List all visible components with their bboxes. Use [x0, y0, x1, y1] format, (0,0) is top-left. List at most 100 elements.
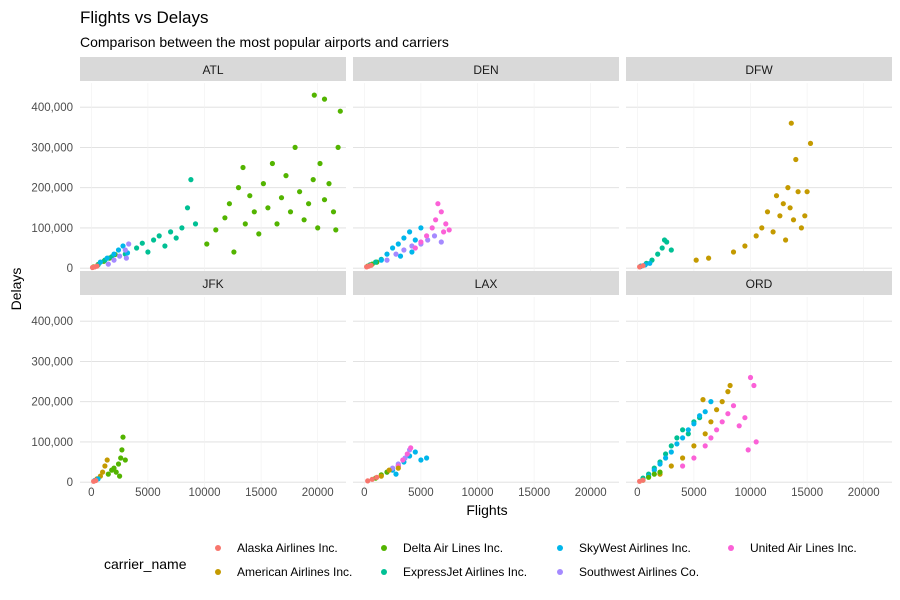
- data-point: [278, 195, 285, 201]
- data-point: [306, 201, 312, 207]
- x-tick-label: 10000: [189, 487, 221, 499]
- data-point: [256, 231, 262, 237]
- data-point: [751, 382, 757, 389]
- data-point: [401, 235, 407, 241]
- points: [91, 434, 128, 484]
- data-point: [640, 263, 646, 269]
- data-point: [173, 235, 179, 241]
- data-point: [105, 261, 111, 267]
- data-point: [418, 225, 424, 231]
- data-point: [753, 439, 759, 445]
- y-tick-label: 0: [67, 263, 73, 275]
- data-point: [115, 461, 122, 467]
- data-point: [222, 215, 228, 221]
- data-point: [265, 205, 271, 211]
- data-point: [111, 465, 117, 471]
- data-point: [725, 411, 731, 417]
- y-tick-label: 100,000: [31, 223, 73, 235]
- legend-label: American Airlines Inc.: [237, 565, 352, 579]
- facet-strip: [626, 271, 892, 295]
- data-point: [691, 421, 697, 427]
- x-tick-label: 10000: [462, 487, 494, 499]
- data-point: [680, 427, 686, 433]
- data-point: [668, 449, 674, 455]
- y-tick-label: 400,000: [31, 316, 73, 328]
- data-point: [226, 201, 232, 207]
- data-point: [680, 463, 686, 469]
- data-point: [301, 217, 307, 223]
- data-point: [438, 239, 444, 245]
- facet-panel-ord: ORD: [626, 271, 892, 491]
- data-point: [404, 451, 410, 457]
- data-point: [793, 156, 799, 163]
- data-point: [661, 237, 668, 243]
- legend-item: ExpressJet Airlines Inc.: [381, 565, 527, 579]
- data-point: [111, 257, 117, 263]
- facet-strip: [353, 271, 619, 295]
- data-point: [706, 255, 712, 261]
- legend-key: [381, 545, 387, 551]
- data-point: [235, 185, 242, 191]
- gridlines: [626, 83, 892, 277]
- data-point: [657, 469, 663, 475]
- data-point: [168, 229, 174, 235]
- data-point: [240, 164, 246, 171]
- data-point: [113, 469, 119, 475]
- y-tick-label: 300,000: [31, 356, 73, 368]
- gridlines: [80, 83, 346, 277]
- data-point: [104, 457, 110, 463]
- data-point: [120, 243, 126, 249]
- legend-item: SkyWest Airlines Inc.: [557, 541, 691, 555]
- data-point: [651, 471, 657, 477]
- facet-strip-label: DEN: [473, 63, 498, 77]
- x-tick-label: 0: [88, 487, 94, 499]
- data-point: [139, 240, 145, 246]
- data-point: [378, 257, 384, 263]
- data-point: [368, 262, 374, 268]
- x-tick-label: 5000: [408, 487, 434, 499]
- data-point: [657, 461, 663, 467]
- data-point: [412, 449, 418, 455]
- data-point: [94, 263, 100, 269]
- data-point: [321, 96, 328, 102]
- data-point: [798, 225, 805, 231]
- x-tick-label: 0: [634, 487, 640, 499]
- data-point: [663, 451, 669, 457]
- data-point: [804, 189, 810, 195]
- data-point: [188, 177, 194, 183]
- data-point: [204, 241, 210, 247]
- data-point: [777, 213, 783, 219]
- data-point: [251, 209, 257, 215]
- x-tick-label: 20000: [302, 487, 334, 499]
- data-point: [393, 251, 399, 257]
- data-point: [310, 177, 316, 183]
- data-point: [134, 245, 140, 251]
- data-point: [780, 201, 786, 207]
- data-point: [708, 435, 714, 441]
- data-point: [730, 403, 737, 409]
- data-point: [369, 476, 375, 482]
- facet-strip: [353, 57, 619, 81]
- data-point: [714, 427, 720, 433]
- facet-strip-label: ORD: [746, 277, 773, 291]
- data-point: [770, 229, 776, 235]
- data-point: [111, 251, 117, 257]
- data-point: [105, 471, 111, 477]
- data-point: [283, 173, 289, 179]
- data-point: [659, 245, 665, 251]
- data-point: [407, 229, 413, 235]
- data-point: [807, 140, 814, 146]
- data-point: [431, 233, 438, 239]
- data-point: [384, 257, 390, 263]
- data-point: [117, 253, 123, 259]
- data-point: [102, 463, 108, 469]
- data-point: [691, 455, 697, 461]
- data-point: [374, 474, 380, 480]
- data-point: [714, 407, 720, 413]
- data-point: [700, 397, 706, 403]
- data-point: [397, 253, 404, 259]
- data-point: [179, 225, 185, 231]
- data-point: [378, 473, 384, 479]
- y-axis-title: Delays: [8, 268, 24, 311]
